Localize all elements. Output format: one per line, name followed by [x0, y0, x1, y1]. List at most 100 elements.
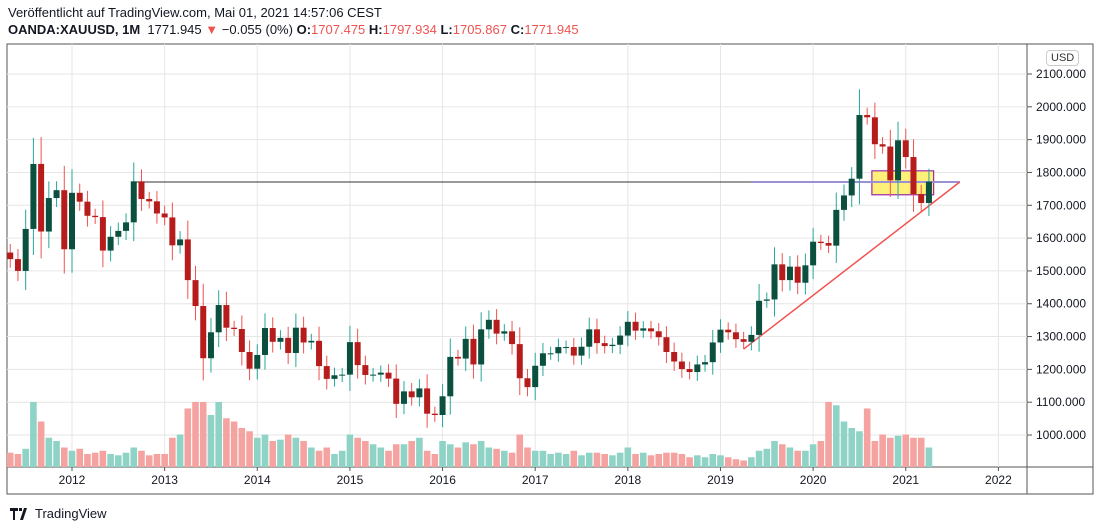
candle-body — [771, 264, 778, 300]
published-text: Veröffentlicht auf TradingView.com, Mai … — [8, 5, 382, 20]
volume-bar — [277, 439, 284, 467]
volume-bar — [362, 441, 369, 467]
candle-body — [115, 230, 122, 237]
candle-body — [285, 337, 292, 353]
currency-button[interactable]: USD — [1046, 50, 1080, 66]
volume-bar — [902, 434, 910, 467]
volume-bar — [655, 454, 663, 467]
volume-bar — [199, 402, 207, 467]
volume-bar — [385, 450, 392, 467]
candle-body — [717, 329, 724, 343]
candle-body — [709, 342, 716, 363]
volume-bar — [670, 452, 678, 467]
volume-bar — [107, 454, 114, 467]
volume-bar — [45, 437, 53, 467]
volume-bar — [485, 447, 493, 467]
volume-bar — [786, 447, 794, 467]
candle-body — [578, 346, 585, 356]
volume-bar — [709, 454, 717, 467]
volume-bar — [609, 455, 616, 467]
y-tick-label: 2100.000 — [1036, 67, 1086, 81]
candle-body — [22, 228, 29, 271]
volume-bar — [585, 452, 593, 467]
candle-body — [439, 396, 446, 415]
candle-body — [485, 319, 492, 330]
volume-bar — [176, 434, 184, 467]
volume-bar — [315, 450, 323, 467]
candle-body — [246, 351, 253, 369]
volume-bar — [6, 452, 14, 467]
volume-bar — [531, 450, 539, 467]
volume-bar — [161, 454, 168, 467]
volume-bar — [192, 402, 199, 467]
candle-body — [493, 319, 500, 334]
candle-body — [346, 342, 353, 375]
candle-body — [678, 361, 685, 370]
candle-body — [269, 328, 276, 342]
volume-bar — [516, 434, 524, 467]
candle-body — [532, 365, 539, 388]
volume-bar — [369, 444, 377, 467]
volume-bar — [431, 454, 439, 467]
candle-body — [470, 338, 477, 365]
candle-body — [146, 199, 153, 202]
candle-body — [902, 140, 909, 158]
chart-frame — [6, 43, 1094, 495]
volume-bar — [740, 460, 747, 467]
candle-body — [810, 241, 817, 266]
volume-bar — [22, 448, 29, 467]
candle-body — [563, 347, 570, 349]
volume-bar — [284, 434, 292, 467]
volume-bar — [91, 452, 99, 467]
volume-bar — [570, 450, 578, 467]
volume-bar — [501, 450, 508, 467]
candle-body — [14, 259, 21, 271]
volume-bar — [68, 450, 76, 467]
candle-body — [686, 369, 693, 373]
volume-bar — [223, 418, 230, 467]
candle-body — [501, 331, 508, 334]
x-tick-label: 2015 — [337, 473, 364, 487]
volume-bar — [408, 441, 415, 467]
candle-body — [825, 243, 832, 246]
volume-bar — [894, 435, 902, 467]
low-label: L: — [440, 22, 453, 37]
volume-bar — [825, 402, 832, 467]
volume-bar — [647, 455, 655, 467]
volume-bar — [207, 415, 215, 467]
candle-body — [740, 339, 747, 342]
volume-bar — [416, 437, 423, 467]
candle-body — [385, 372, 392, 379]
open-value: 1707.475 — [311, 22, 366, 37]
candle-body — [169, 217, 176, 246]
trendline — [743, 181, 961, 350]
candle-body — [655, 331, 662, 338]
candle-body — [331, 375, 338, 379]
candle-body — [223, 305, 230, 328]
change: −0.055 (0%) — [221, 22, 293, 37]
candle-body — [292, 327, 299, 353]
candle-body — [153, 201, 160, 214]
volume-bar — [763, 448, 771, 467]
volume-bar — [261, 434, 269, 467]
volume-bar — [717, 455, 724, 467]
candle-body — [138, 181, 145, 200]
y-tick-label: 1800.000 — [1036, 165, 1086, 179]
y-tick-label: 1400.000 — [1036, 297, 1086, 311]
candle-body — [509, 331, 516, 345]
ohlc-legend: OANDA:XAUUSD, 1M 1771.945 ▼ −0.055 (0%) … — [8, 22, 579, 37]
candle-body — [300, 327, 307, 343]
candle-body — [547, 353, 554, 355]
candle-body — [601, 343, 608, 347]
candle-body — [447, 356, 454, 397]
candle-body — [817, 241, 824, 244]
footer-brand: TradingView — [10, 506, 107, 521]
candle-body — [231, 327, 238, 330]
volume-bar — [524, 447, 531, 467]
candle-body — [732, 332, 739, 340]
y-tick-label: 1900.000 — [1036, 133, 1086, 147]
volume-bar — [678, 454, 686, 467]
volume-bar — [848, 428, 856, 467]
